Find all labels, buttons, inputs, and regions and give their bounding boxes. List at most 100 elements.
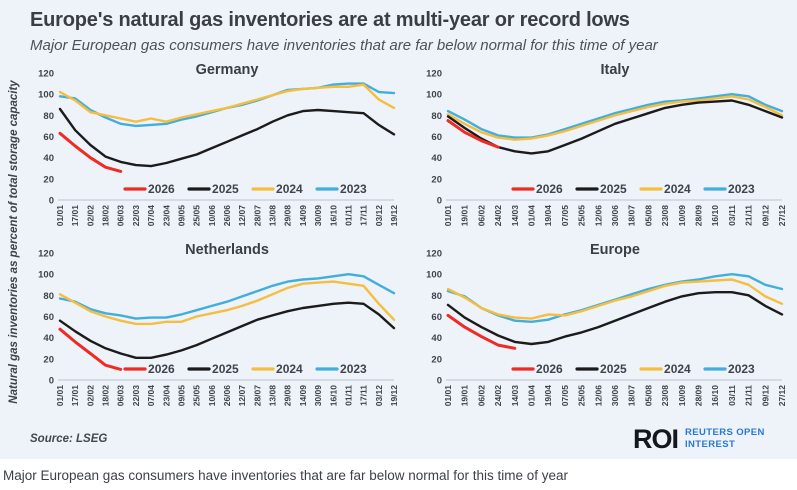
svg-text:120: 120	[38, 69, 54, 80]
svg-text:120: 120	[38, 249, 54, 260]
svg-text:100: 100	[426, 270, 442, 281]
svg-text:80: 80	[43, 291, 54, 302]
card-footer: Source: LSEG ROI REUTERS OPEN INTEREST	[0, 418, 797, 456]
svg-text:2025: 2025	[600, 362, 627, 376]
svg-text:03/12: 03/12	[374, 205, 384, 227]
svg-text:0: 0	[49, 376, 54, 387]
svg-text:60: 60	[431, 312, 442, 323]
chart-netherlands: Netherlands 0 20 40 60 80 100 120 01/01 17/01 02/…	[26, 240, 399, 418]
svg-text:12/06: 12/06	[593, 385, 603, 407]
svg-text:22/03: 22/03	[131, 205, 141, 227]
svg-text:12/06: 12/06	[593, 205, 603, 227]
svg-text:01/04: 01/04	[527, 385, 537, 407]
svg-text:01/11: 01/11	[343, 205, 353, 226]
svg-text:80: 80	[431, 111, 442, 122]
svg-text:40: 40	[431, 153, 442, 164]
svg-text:14/03: 14/03	[510, 205, 520, 227]
svg-text:100: 100	[38, 90, 54, 101]
svg-text:17/01: 17/01	[70, 385, 80, 407]
svg-text:2024: 2024	[664, 362, 691, 376]
svg-text:10/06: 10/06	[207, 385, 217, 407]
svg-text:27/12: 27/12	[777, 205, 786, 227]
svg-text:24/02: 24/02	[493, 205, 503, 227]
svg-text:06/03: 06/03	[116, 205, 126, 227]
svg-text:25/05: 25/05	[577, 205, 587, 227]
svg-text:03/12: 03/12	[374, 385, 384, 407]
svg-text:01/01: 01/01	[443, 385, 453, 407]
svg-text:2026: 2026	[148, 182, 175, 196]
svg-text:05/08: 05/08	[643, 205, 653, 227]
roi-logo: ROI REUTERS OPEN INTEREST	[632, 423, 783, 454]
svg-text:07/04: 07/04	[146, 205, 156, 227]
svg-text:03/11: 03/11	[727, 205, 737, 226]
svg-text:28/07: 28/07	[252, 205, 262, 227]
svg-text:03/11: 03/11	[727, 385, 737, 406]
svg-text:27/12: 27/12	[777, 385, 786, 407]
svg-text:2026: 2026	[536, 362, 563, 376]
svg-text:2024: 2024	[664, 182, 691, 196]
bottom-caption: Major European gas consumers have invent…	[0, 459, 797, 490]
svg-text:24/02: 24/02	[493, 385, 503, 407]
charts-area: Natural gas inventories as percent of to…	[0, 60, 797, 418]
svg-text:19/04: 19/04	[543, 205, 553, 227]
svg-text:2024: 2024	[276, 362, 303, 376]
svg-text:30/06: 30/06	[610, 385, 620, 407]
svg-text:26/06: 26/06	[222, 205, 232, 227]
svg-text:10/09: 10/09	[677, 385, 687, 407]
svg-text:120: 120	[426, 249, 442, 260]
chart-europe: Europe 0 20 40 60 80 100 120 01/01 19/01 06/02 24/…	[414, 240, 787, 418]
svg-text:2023: 2023	[340, 362, 367, 376]
header: Europe's natural gas inventories are at …	[0, 0, 797, 54]
chart-title-europe: Europe	[590, 242, 640, 258]
svg-text:22/03: 22/03	[131, 385, 141, 407]
svg-text:01/04: 01/04	[527, 205, 537, 227]
svg-text:18/02: 18/02	[101, 205, 111, 227]
svg-text:02/02: 02/02	[85, 385, 95, 407]
svg-text:20: 20	[43, 354, 54, 365]
svg-text:13/08: 13/08	[268, 385, 278, 407]
svg-text:13/08: 13/08	[268, 205, 278, 227]
svg-text:2023: 2023	[340, 182, 367, 196]
svg-text:16/10: 16/10	[328, 385, 338, 407]
svg-text:01/01: 01/01	[55, 205, 65, 227]
chart-title-netherlands: Netherlands	[185, 242, 269, 258]
svg-text:2026: 2026	[148, 362, 175, 376]
svg-text:23/04: 23/04	[161, 205, 171, 227]
svg-text:120: 120	[426, 69, 442, 80]
svg-text:30/09: 30/09	[313, 205, 323, 227]
svg-text:06/02: 06/02	[476, 385, 486, 407]
svg-text:80: 80	[431, 291, 442, 302]
svg-text:0: 0	[49, 196, 54, 207]
svg-text:06/03: 06/03	[116, 385, 126, 407]
svg-text:10/09: 10/09	[677, 205, 687, 227]
svg-text:19/01: 19/01	[460, 205, 470, 227]
svg-text:14/09: 14/09	[298, 205, 308, 227]
page-subtitle: Major European gas consumers have invent…	[30, 37, 658, 54]
svg-text:40: 40	[43, 333, 54, 344]
page-title: Europe's natural gas inventories are at …	[30, 9, 630, 31]
chart-italy: Italy 0 20 40 60 80 100 120 01/01 19/01 06/02 24/0…	[414, 60, 787, 238]
svg-text:01/11: 01/11	[343, 385, 353, 406]
svg-text:60: 60	[43, 132, 54, 143]
svg-text:40: 40	[43, 153, 54, 164]
svg-text:10/06: 10/06	[207, 205, 217, 227]
svg-text:07/04: 07/04	[146, 385, 156, 407]
svg-text:14/09: 14/09	[298, 385, 308, 407]
roi-logo-subtext: REUTERS OPEN INTEREST	[685, 426, 765, 450]
svg-text:12/07: 12/07	[237, 385, 247, 407]
chart-plot-netherlands: 0 20 40 60 80 100 120 01/01 17/01 02/02 18/02 06/03…	[38, 249, 399, 407]
svg-text:30/06: 30/06	[610, 205, 620, 227]
svg-text:26/06: 26/06	[222, 385, 232, 407]
svg-text:21/11: 21/11	[744, 385, 754, 406]
chart-title-italy: Italy	[600, 62, 630, 78]
svg-text:2023: 2023	[728, 182, 755, 196]
chart-card: Europe's natural gas inventories are at …	[0, 0, 797, 459]
svg-text:25/05: 25/05	[577, 385, 587, 407]
svg-text:17/11: 17/11	[359, 385, 369, 406]
chart-title-germany: Germany	[195, 62, 259, 78]
roi-logo-mark: ROI	[632, 423, 679, 454]
y-axis-label: Natural gas inventories as percent of to…	[8, 80, 20, 404]
svg-text:0: 0	[437, 376, 442, 387]
svg-text:17/11: 17/11	[359, 205, 369, 226]
svg-text:01/01: 01/01	[443, 205, 453, 227]
